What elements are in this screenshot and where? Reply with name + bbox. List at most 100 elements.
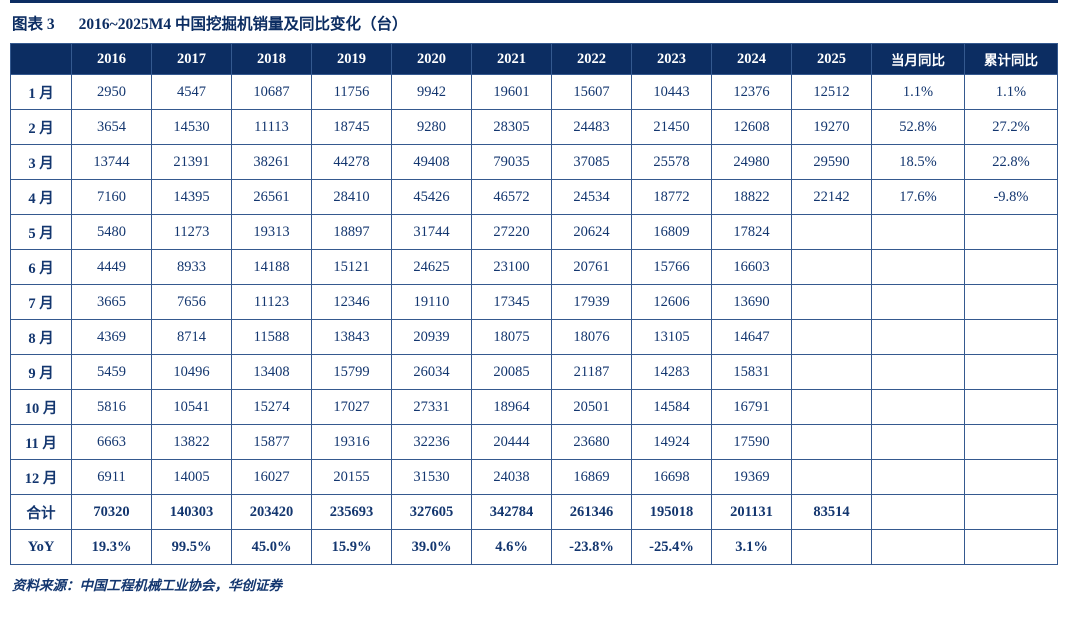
table-cell: 28410: [311, 179, 392, 215]
table-cell: [871, 249, 965, 285]
corner-cell: [10, 43, 72, 75]
column-header: 2024: [711, 43, 792, 75]
table-cell: 52.8%: [871, 109, 965, 145]
table-cell: 16603: [711, 249, 792, 285]
table-cell: [964, 529, 1058, 565]
table-cell: 14647: [711, 319, 792, 355]
column-header: 2025: [791, 43, 872, 75]
table-row: 6 月 4449 8933 14188 15121 24625 23100 20761 1576…: [10, 249, 1058, 285]
table-cell: 37085: [551, 144, 632, 180]
table-cell: 17590: [711, 424, 792, 460]
table-cell: 26034: [391, 354, 472, 390]
table-cell: 16698: [631, 459, 712, 495]
table-cell: 19270: [791, 109, 872, 145]
table-cell: [964, 249, 1058, 285]
table-cell: [791, 529, 872, 565]
table-cell: 11756: [311, 74, 392, 110]
table-cell: [791, 459, 872, 495]
row-label: 7 月: [10, 284, 72, 320]
table-cell: 14188: [231, 249, 312, 285]
table-cell: 38261: [231, 144, 312, 180]
table-cell: 12606: [631, 284, 712, 320]
table-cell: 15607: [551, 74, 632, 110]
table-cell: 327605: [391, 494, 472, 530]
table-cell: 195018: [631, 494, 712, 530]
table-row: 1 月 2950 4547 10687 11756 9942 19601 15607 10443…: [10, 74, 1058, 110]
figure-title: 2016~2025M4 中国挖掘机销量及同比变化（台）: [78, 16, 408, 33]
table-cell: 11273: [151, 214, 232, 250]
table-cell: 20624: [551, 214, 632, 250]
table-cell: 23100: [471, 249, 552, 285]
table-cell: 201131: [711, 494, 792, 530]
table-row: 2 月 3654 14530 11113 18745 9280 28305 24483 2145…: [10, 109, 1058, 145]
table-cell: 17345: [471, 284, 552, 320]
table-cell: 7160: [71, 179, 152, 215]
table-cell: 6663: [71, 424, 152, 460]
row-label: 10 月: [10, 389, 72, 425]
table-cell: 21450: [631, 109, 712, 145]
table-cell: 3654: [71, 109, 152, 145]
table-row: 9 月 5459 10496 13408 15799 26034 20085 21187 142…: [10, 354, 1058, 390]
table-cell: 99.5%: [151, 529, 232, 565]
table-cell: 8933: [151, 249, 232, 285]
table-cell: 16791: [711, 389, 792, 425]
table-cell: 10687: [231, 74, 312, 110]
table-cell: 19313: [231, 214, 312, 250]
table-cell: 12512: [791, 74, 872, 110]
table-cell: 20501: [551, 389, 632, 425]
table-cell: 5480: [71, 214, 152, 250]
table-cell: 16869: [551, 459, 632, 495]
row-label: YoY: [10, 529, 72, 565]
table-cell: 16809: [631, 214, 712, 250]
row-label: 5 月: [10, 214, 72, 250]
row-label: 11 月: [10, 424, 72, 460]
table-row: 5 月 5480 11273 19313 18897 31744 27220 20624 168…: [10, 214, 1058, 250]
row-label: 9 月: [10, 354, 72, 390]
table-cell: 45.0%: [231, 529, 312, 565]
table-cell: [964, 389, 1058, 425]
table-cell: 13744: [71, 144, 152, 180]
table-cell: 18822: [711, 179, 792, 215]
table-header: 2016 2017 2018 2019 2020 2021 2022 2023 2024 2025…: [10, 43, 1058, 75]
table-row: 合计 70320 140303 203420 235693 327605 342784 261…: [10, 494, 1058, 530]
table-cell: [964, 424, 1058, 460]
table-cell: 14530: [151, 109, 232, 145]
table-cell: [871, 529, 965, 565]
table-cell: [964, 214, 1058, 250]
table-cell: 15121: [311, 249, 392, 285]
table-cell: 24483: [551, 109, 632, 145]
table-cell: 19110: [391, 284, 472, 320]
table-cell: 7656: [151, 284, 232, 320]
table-row: 7 月 3665 7656 11123 12346 19110 17345 17939 1260…: [10, 284, 1058, 320]
row-label: 合计: [10, 494, 72, 530]
table-cell: 18897: [311, 214, 392, 250]
table-cell: 21187: [551, 354, 632, 390]
table-cell: 19369: [711, 459, 792, 495]
table-cell: 25578: [631, 144, 712, 180]
table-cell: [791, 389, 872, 425]
table-row: 12 月 6911 14005 16027 20155 31530 24038 16869 16…: [10, 459, 1058, 495]
table-cell: [964, 319, 1058, 355]
table-cell: 39.0%: [391, 529, 472, 565]
table-cell: 14283: [631, 354, 712, 390]
table-cell: 12346: [311, 284, 392, 320]
table-row: 4 月 7160 14395 26561 28410 45426 46572 24534 187…: [10, 179, 1058, 215]
table-cell: 342784: [471, 494, 552, 530]
table-cell: 203420: [231, 494, 312, 530]
table-cell: 18075: [471, 319, 552, 355]
table-cell: [871, 284, 965, 320]
table-cell: 44278: [311, 144, 392, 180]
table-cell: 15831: [711, 354, 792, 390]
column-header: 当月同比: [871, 43, 965, 75]
table-cell: 31530: [391, 459, 472, 495]
table-cell: [871, 424, 965, 460]
table-cell: 83514: [791, 494, 872, 530]
table-cell: [791, 424, 872, 460]
table-cell: [791, 214, 872, 250]
table-row: 11 月 6663 13822 15877 19316 32236 20444 23680 14…: [10, 424, 1058, 460]
table-cell: -23.8%: [551, 529, 632, 565]
table-cell: 21391: [151, 144, 232, 180]
table-cell: 4547: [151, 74, 232, 110]
table-cell: 10541: [151, 389, 232, 425]
table-cell: 10443: [631, 74, 712, 110]
